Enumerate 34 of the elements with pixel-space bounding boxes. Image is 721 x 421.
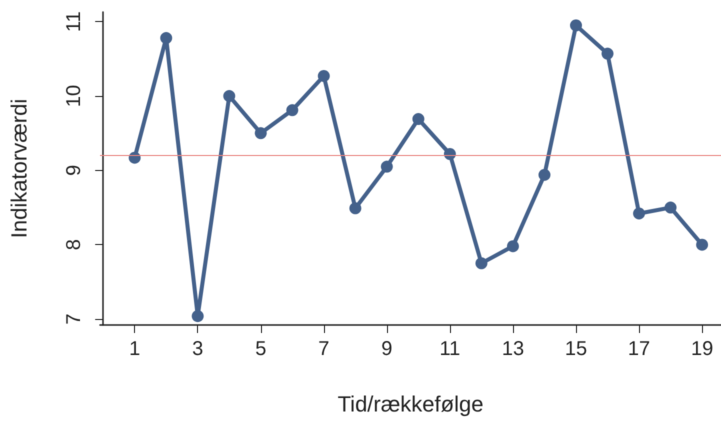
x-tick-label: 15 [564,338,588,360]
y-tick-label: 8 [63,239,85,250]
y-axis-title: Indikatorværdi [6,98,32,238]
x-tick-label: 5 [255,338,266,360]
point [696,238,708,251]
point [475,257,488,270]
point [380,160,393,173]
x-tick-label: 13 [502,338,524,360]
point [223,90,236,102]
x-tick-label: 7 [318,338,330,360]
point [538,168,550,181]
point [254,127,267,140]
point [286,104,298,116]
point [570,19,582,32]
x-tick-label: 3 [192,338,204,360]
point [506,240,519,252]
x-tick-label: 11 [440,338,460,360]
y-tick-label: 10 [63,84,85,108]
point [192,310,204,322]
x-tick-label: 9 [381,338,392,360]
point [349,202,362,214]
point [633,207,646,220]
x-tick-label: 1 [129,338,140,360]
y-tick-label: 11 [63,11,85,32]
x-axis-title: Tid/rækkefølge [338,392,484,416]
point [412,113,424,126]
y-tick-label: 9 [63,164,85,176]
point [160,32,172,44]
point [664,202,677,214]
point [318,70,330,82]
x-tick-label: 19 [690,338,714,360]
point [602,48,614,60]
x-tick-label: 17 [628,338,650,360]
y-tick-label: 7 [63,313,85,325]
